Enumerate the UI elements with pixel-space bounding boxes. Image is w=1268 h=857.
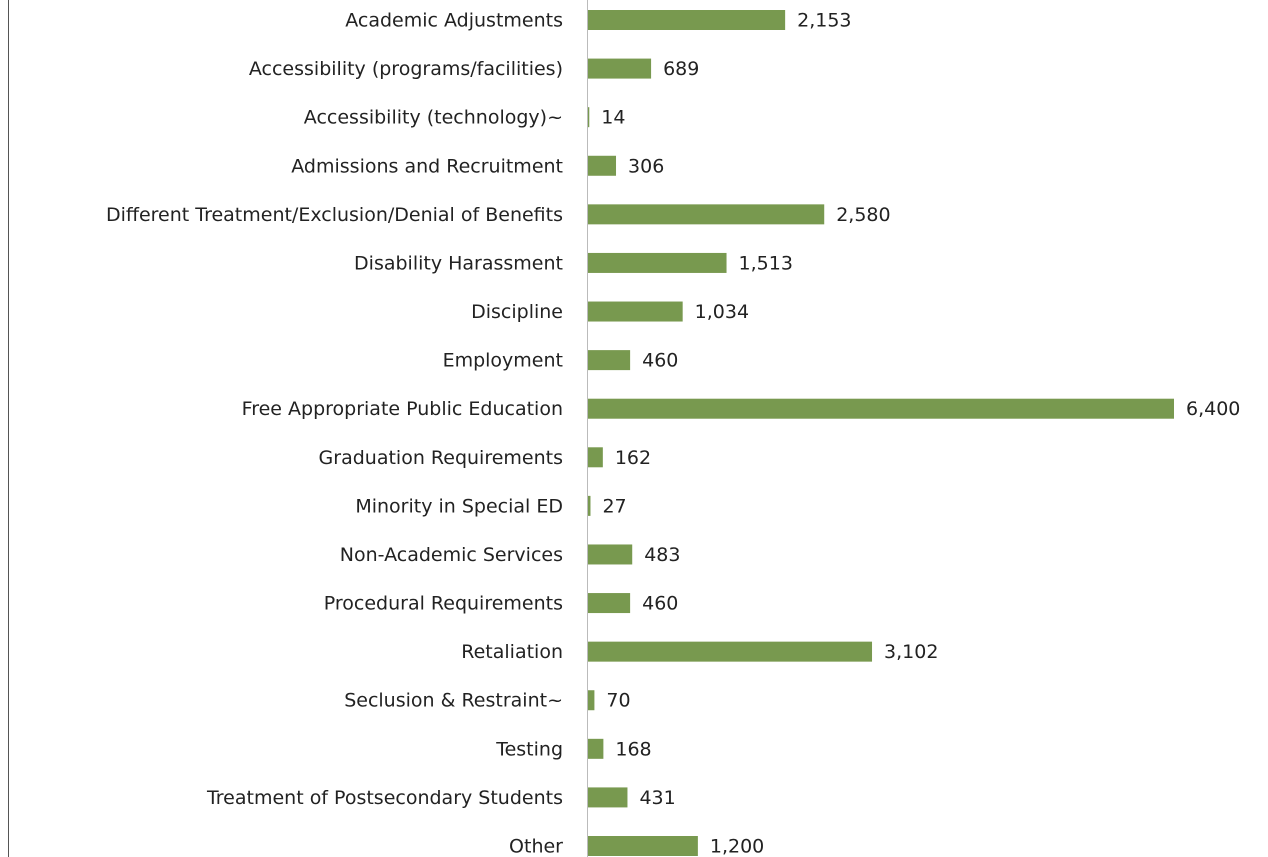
bar — [588, 738, 604, 759]
bar — [588, 544, 633, 565]
value-label: 431 — [639, 787, 675, 809]
value-label: 1,513 — [739, 252, 793, 274]
bar — [588, 447, 603, 468]
category-label: Minority in Special ED — [355, 495, 563, 517]
category-label: Procedural Requirements — [324, 593, 563, 615]
category-label: Accessibility (programs/facilities) — [249, 58, 563, 80]
value-label: 27 — [602, 495, 626, 517]
value-label: 1,034 — [695, 301, 749, 323]
bar — [588, 58, 652, 79]
category-label: Treatment of Postsecondary Students — [206, 787, 563, 809]
category-label: Retaliation — [461, 641, 563, 663]
bar — [588, 10, 786, 30]
value-label: 162 — [615, 447, 651, 469]
value-label: 1,200 — [710, 836, 764, 857]
bar — [588, 641, 873, 662]
value-label: 6,400 — [1186, 398, 1240, 420]
category-label: Employment — [443, 350, 563, 372]
bar — [588, 593, 631, 614]
category-label: Different Treatment/Exclusion/Denial of … — [106, 204, 563, 226]
bar — [588, 252, 727, 273]
bar — [588, 155, 617, 176]
value-label: 460 — [642, 350, 678, 372]
category-label: Accessibility (technology)~ — [304, 107, 563, 129]
category-label: Admissions and Recruitment — [291, 155, 563, 177]
bar — [588, 107, 590, 128]
bar — [588, 398, 1174, 419]
category-label: Free Appropriate Public Education — [242, 398, 563, 420]
category-label: Academic Adjustments — [345, 10, 563, 32]
bar — [588, 690, 595, 711]
value-label: 306 — [628, 155, 664, 177]
value-label: 2,153 — [797, 10, 851, 32]
category-label: Other — [509, 836, 563, 857]
category-label: Testing — [495, 738, 563, 760]
category-label: Discipline — [471, 301, 563, 323]
value-label: 70 — [606, 690, 630, 712]
value-label: 2,580 — [836, 204, 890, 226]
bar — [588, 836, 698, 856]
value-label: 3,102 — [884, 641, 938, 663]
bar — [588, 787, 628, 808]
category-label: Seclusion & Restraint~ — [344, 690, 563, 712]
bar — [588, 204, 825, 225]
value-label: 483 — [644, 544, 680, 566]
value-label: 168 — [615, 738, 651, 760]
value-label: 689 — [663, 58, 699, 80]
bar — [588, 301, 683, 322]
value-label: 460 — [642, 593, 678, 615]
category-label: Disability Harassment — [354, 252, 563, 274]
category-label: Graduation Requirements — [319, 447, 563, 469]
category-label: Non-Academic Services — [340, 544, 563, 566]
bar — [588, 495, 591, 516]
bar — [588, 350, 631, 371]
value-label: 14 — [601, 107, 625, 129]
